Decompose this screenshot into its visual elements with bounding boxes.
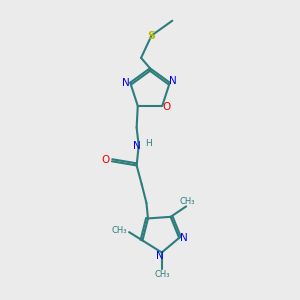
Text: N: N bbox=[156, 251, 164, 261]
Text: O: O bbox=[101, 155, 110, 165]
Text: O: O bbox=[162, 102, 170, 112]
Text: N: N bbox=[133, 141, 141, 151]
Text: H: H bbox=[145, 139, 152, 148]
Text: CH₃: CH₃ bbox=[154, 270, 170, 279]
Text: N: N bbox=[169, 76, 177, 86]
Text: CH₃: CH₃ bbox=[112, 226, 128, 235]
Text: CH₃: CH₃ bbox=[180, 197, 195, 206]
Text: N: N bbox=[180, 233, 188, 243]
Text: N: N bbox=[122, 78, 130, 88]
Text: S: S bbox=[148, 31, 155, 40]
